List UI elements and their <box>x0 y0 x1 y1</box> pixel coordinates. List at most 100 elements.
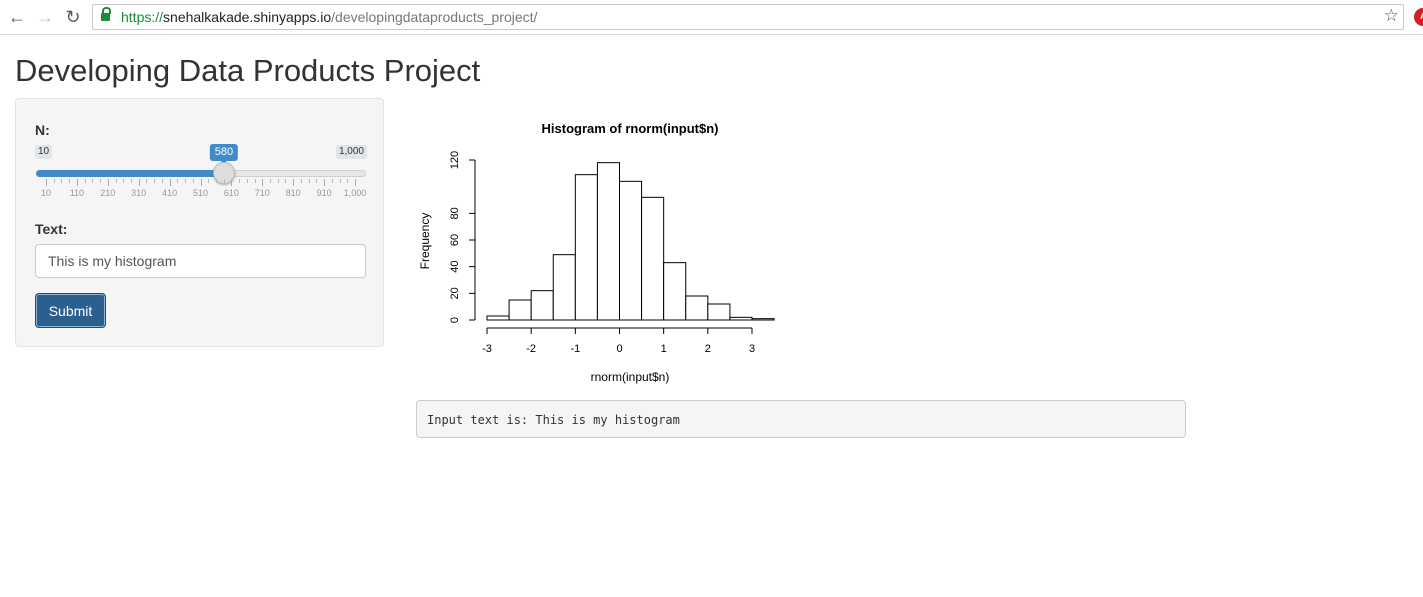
slider-tick-label: 210 <box>100 188 116 198</box>
slider-minor-tick <box>130 179 132 183</box>
slider-minor-tick <box>53 179 55 183</box>
slider-minor-tick <box>177 179 179 183</box>
url-scheme: https:// <box>121 9 164 25</box>
browser-toolbar: ← → ↻ https://snehalkakade.shinyapps.io/… <box>0 0 1423 35</box>
slider-minor-tick <box>347 179 349 183</box>
slider-tick <box>169 179 171 186</box>
slider-bar-fill <box>36 170 224 177</box>
slider-tick-label: 10 <box>40 188 52 198</box>
slider-tick-label: 810 <box>285 188 301 198</box>
slider-tick-label: 910 <box>316 188 332 198</box>
chart-title: Histogram of rnorm(input$n) <box>542 121 719 136</box>
histogram-bar <box>729 316 753 321</box>
slider-minor-tick <box>185 179 187 183</box>
histogram-bar <box>619 180 643 321</box>
y-tick-label: 20 <box>449 287 461 299</box>
slider-minor-tick <box>192 179 194 183</box>
slider-tick <box>46 179 47 186</box>
slider-minor-tick <box>123 179 125 183</box>
slider-tick-label: 510 <box>192 188 209 198</box>
slider-handle[interactable] <box>212 162 235 184</box>
lock-icon <box>101 7 111 22</box>
slider-minor-tick <box>161 179 163 183</box>
forward-arrow-icon[interactable]: → <box>36 7 54 27</box>
address-bar[interactable]: https://snehalkakade.shinyapps.io/develo… <box>92 4 1404 30</box>
slider-value-label: 580 <box>209 144 239 164</box>
slider-tick <box>293 179 295 186</box>
slider-minor-tick <box>239 179 241 183</box>
slider-tick-label: 710 <box>254 188 270 198</box>
histogram-bar <box>552 254 576 321</box>
url-path: /developingdataproducts_project/ <box>331 9 538 25</box>
y-tick-label: 40 <box>449 261 461 273</box>
slider-minor-tick <box>100 179 102 183</box>
slider-minor-tick <box>92 179 94 183</box>
slider-minor-tick <box>69 179 71 183</box>
url-host: snehalkakade.shinyapps.io <box>163 9 332 25</box>
slider-minor-tick <box>285 179 287 183</box>
slider-tick-label: 310 <box>131 188 147 198</box>
y-tick-label: 60 <box>449 234 461 246</box>
x-tick-label: -1 <box>570 343 580 355</box>
slider-tick-label: 1,000 <box>343 188 367 198</box>
slider-tick <box>76 179 78 186</box>
n-slider[interactable]: 10 1,000 580 10 110 210 310 410 510 610 710 810 9… <box>35 142 367 202</box>
x-tick-label: -2 <box>526 343 536 355</box>
histogram-bar <box>486 315 510 321</box>
histogram-bar <box>641 196 665 321</box>
x-axis-label: rnorm(input$n) <box>591 370 670 384</box>
slider-minor-tick <box>115 179 117 183</box>
histogram-bar <box>685 295 709 321</box>
slider-minor-tick <box>277 179 279 183</box>
x-tick-label: 1 <box>661 343 667 355</box>
slider-tick-label: 610 <box>223 188 239 198</box>
url-text[interactable]: https://snehalkakade.shinyapps.io/develo… <box>121 8 537 26</box>
slider-tick <box>138 179 140 186</box>
reload-icon[interactable]: ↻ <box>65 7 81 27</box>
histogram-bar <box>707 303 731 321</box>
slider-tick <box>355 179 356 186</box>
slider-tick <box>262 179 264 186</box>
sidebar-panel: N: 10 1,000 580 10 110 210 310 410 510 610 710 8… <box>15 98 384 347</box>
histogram-bar <box>530 290 554 321</box>
slider-label: N: <box>35 122 50 138</box>
page-title: Developing Data Products Project <box>15 53 481 88</box>
histogram-bar <box>751 318 775 321</box>
slider-tick <box>107 179 109 186</box>
slider-minor-tick <box>223 179 225 183</box>
histogram-bar <box>574 174 598 321</box>
bookmark-star-icon[interactable]: ☆ <box>1383 6 1399 25</box>
slider-tick <box>200 179 202 186</box>
slider-tick-label: 110 <box>69 188 85 198</box>
text-input[interactable] <box>35 244 366 278</box>
y-axis-label: Frequency <box>418 213 432 270</box>
back-arrow-icon[interactable]: ← <box>8 7 26 27</box>
histogram-plot: Histogram of rnorm(input$n) -3 -2 -1 0 1 2 3 0 20… <box>418 121 775 384</box>
slider-min-label: 10 <box>35 145 53 159</box>
histogram-bar <box>596 162 621 321</box>
submit-button[interactable]: Submit <box>35 293 106 328</box>
slider-minor-tick <box>154 179 156 183</box>
y-tick-label: 0 <box>449 317 461 323</box>
slider-tick <box>324 179 326 186</box>
x-tick-label: 0 <box>616 343 622 355</box>
x-tick-label: 2 <box>705 343 711 355</box>
slider-minor-tick <box>331 179 333 183</box>
slider-minor-tick <box>308 179 310 183</box>
slider-minor-tick <box>270 179 272 183</box>
slider-minor-tick <box>215 179 217 183</box>
x-tick-label: -3 <box>482 343 492 355</box>
x-tick-label: 3 <box>749 343 755 355</box>
histogram-bar <box>508 299 532 321</box>
slider-tick-label: 410 <box>162 188 178 198</box>
slider-minor-tick <box>254 179 256 183</box>
slider-max-label: 1,000 <box>335 145 367 159</box>
slider-minor-tick <box>339 179 341 183</box>
slider-minor-tick <box>300 179 302 183</box>
extension-icon[interactable]: A <box>1414 8 1423 26</box>
text-label: Text: <box>35 221 68 237</box>
slider-minor-tick <box>208 179 210 183</box>
slider-minor-tick <box>146 179 148 183</box>
y-tick-label: 80 <box>449 207 461 219</box>
y-tick-label: 120 <box>449 151 461 169</box>
